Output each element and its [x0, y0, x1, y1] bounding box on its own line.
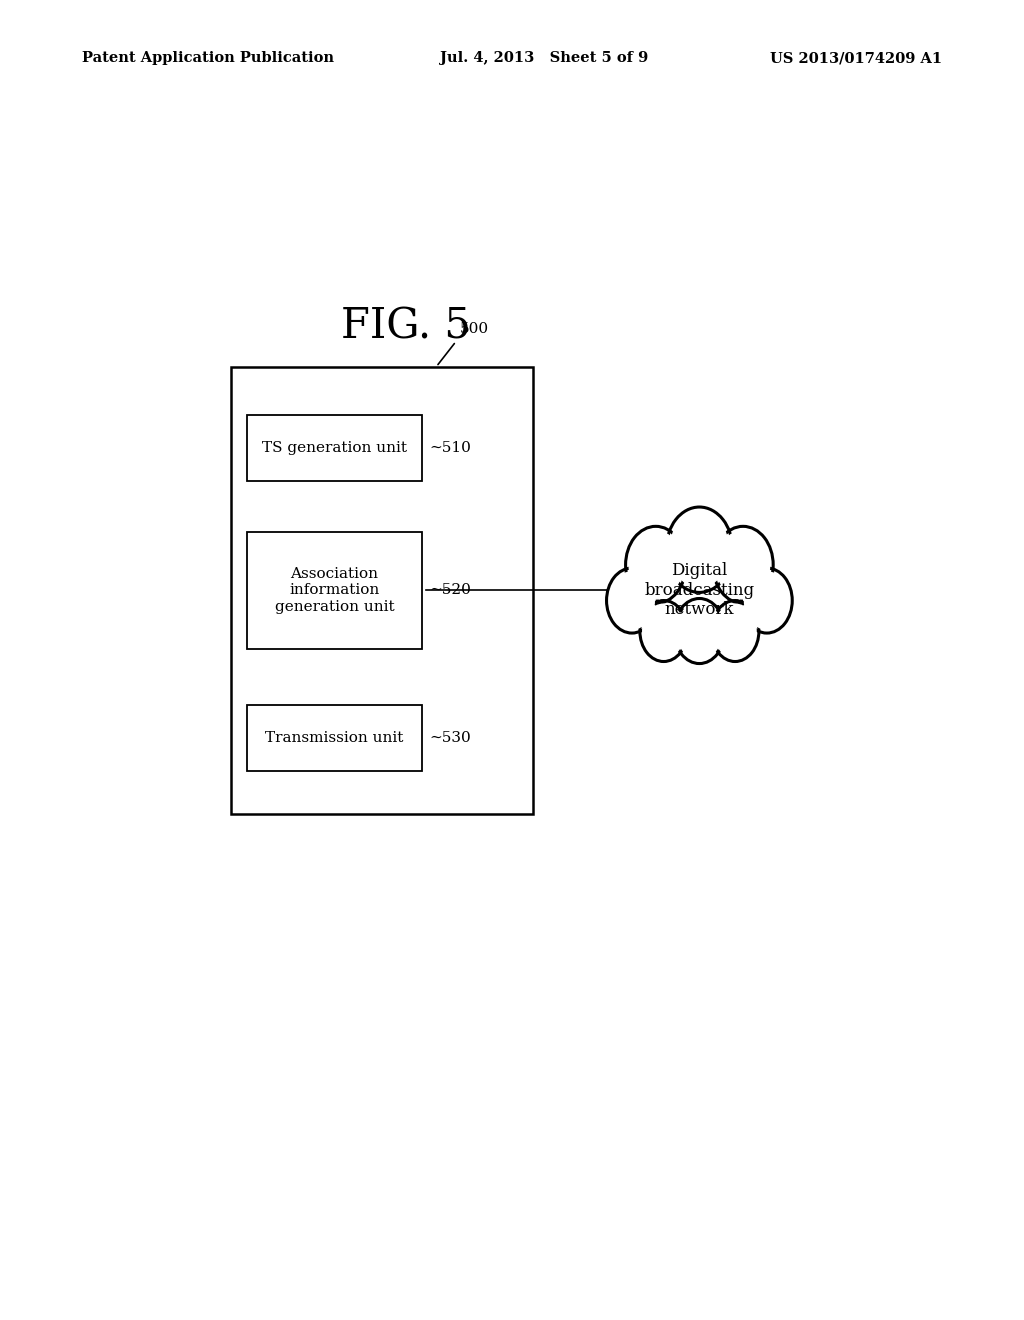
- Text: Association
information
generation unit: Association information generation unit: [274, 568, 394, 614]
- Text: ∼510: ∼510: [430, 441, 471, 455]
- Circle shape: [670, 512, 729, 587]
- Circle shape: [666, 507, 733, 593]
- Circle shape: [629, 531, 682, 599]
- Text: 500: 500: [460, 322, 489, 337]
- FancyBboxPatch shape: [247, 532, 422, 649]
- Circle shape: [744, 572, 790, 630]
- Circle shape: [643, 605, 685, 657]
- Circle shape: [677, 602, 722, 660]
- Text: ∼530: ∼530: [430, 731, 471, 744]
- Circle shape: [717, 531, 770, 599]
- FancyBboxPatch shape: [247, 705, 422, 771]
- Circle shape: [626, 527, 686, 603]
- FancyBboxPatch shape: [247, 414, 422, 480]
- Text: Jul. 4, 2013   Sheet 5 of 9: Jul. 4, 2013 Sheet 5 of 9: [440, 51, 648, 65]
- Circle shape: [609, 572, 654, 630]
- Circle shape: [674, 598, 725, 664]
- Text: Digital
broadcasting
network: Digital broadcasting network: [644, 562, 755, 619]
- Circle shape: [741, 568, 793, 634]
- Circle shape: [640, 601, 687, 661]
- Circle shape: [713, 527, 773, 603]
- Circle shape: [714, 605, 756, 657]
- Text: Transmission unit: Transmission unit: [265, 731, 403, 744]
- Circle shape: [606, 568, 657, 634]
- Text: ∼520: ∼520: [430, 583, 471, 598]
- Text: Patent Application Publication: Patent Application Publication: [82, 51, 334, 65]
- Text: US 2013/0174209 A1: US 2013/0174209 A1: [770, 51, 942, 65]
- Circle shape: [712, 601, 759, 661]
- Text: FIG. 5: FIG. 5: [341, 305, 471, 347]
- Text: TS generation unit: TS generation unit: [262, 441, 407, 455]
- FancyBboxPatch shape: [231, 367, 532, 814]
